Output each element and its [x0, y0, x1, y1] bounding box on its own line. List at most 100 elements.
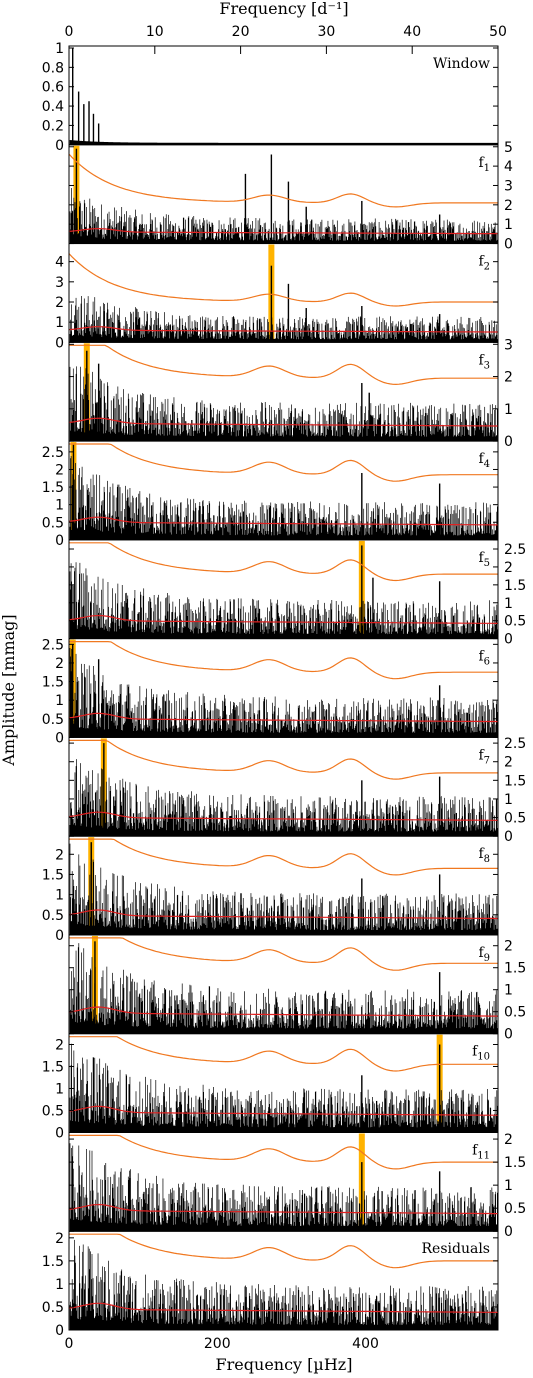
- y-axis-tick-label: 1: [504, 217, 513, 233]
- top-axis-tick-label: 50: [489, 24, 507, 40]
- panel-label: f9: [478, 945, 490, 964]
- panel-window: 0 0.2 0.4 0.6 0.8 1 Window: [42, 41, 499, 154]
- top-axis-tick-label: 20: [232, 24, 250, 40]
- y-axis-tick-label: 1.5: [504, 773, 526, 789]
- panel-label: f5: [478, 550, 490, 569]
- panel-label: f2: [478, 254, 490, 273]
- y-axis-tick-label: 0.5: [504, 614, 526, 630]
- y-axis-tick-label: 0: [55, 335, 64, 351]
- y-axis-tick-label: 0: [504, 1224, 513, 1240]
- noise-level-curve: [68, 326, 498, 333]
- y-axis-tick-label: 0.5: [504, 811, 526, 827]
- y-axis-tick-label: 0.5: [42, 908, 64, 924]
- panel-label: f4: [478, 451, 490, 470]
- y-axis-tick-label: 2: [504, 1132, 513, 1148]
- y-axis-tick-label: 0.5: [42, 515, 64, 531]
- bottom-axis-tick-label: 0: [65, 1336, 74, 1352]
- bottom-axis-tick-label: 400: [352, 1336, 379, 1352]
- y-axis-tick-label: 0: [55, 533, 64, 549]
- significance-threshold-curve: [69, 1036, 498, 1072]
- y-axis-tick-label: 0: [504, 237, 513, 253]
- y-axis-tick-label: 2: [55, 1231, 64, 1247]
- y-axis-tick-label: 2: [55, 847, 64, 863]
- bottom-axis-title: Frequency [µHz]: [216, 1355, 353, 1374]
- y-axis-tick-label: 0.6: [42, 80, 64, 96]
- significance-threshold-curve: [69, 1134, 498, 1170]
- panel-label: f3: [478, 352, 490, 371]
- y-axis-tick-label: 0.8: [42, 60, 64, 76]
- y-axis-tick-label: 2: [55, 462, 64, 478]
- significance-threshold-curve: [69, 937, 498, 971]
- spectrum-series: [69, 647, 499, 738]
- spectrum-series: [69, 759, 499, 837]
- y-axis-tick-label: 0.5: [504, 1005, 526, 1021]
- y-axis-tick-label: 0: [504, 632, 513, 648]
- y-axis-tick-label: 2: [55, 295, 64, 311]
- bottom-axis-tick-label: 200: [204, 1336, 231, 1352]
- significance-threshold-curve: [69, 344, 498, 386]
- y-axis-tick-label: 1: [55, 888, 64, 904]
- y-axis-tick-label: 0: [55, 1323, 64, 1339]
- spectrum-series: [69, 1043, 499, 1133]
- noise-level-curve: [68, 1302, 498, 1313]
- y-axis-tick-label: 0.5: [42, 1103, 64, 1119]
- panel-label: f1: [478, 155, 490, 174]
- spectrum-series: [69, 140, 499, 145]
- y-axis-tick-label: 1: [504, 983, 513, 999]
- y-axis-tick-label: 1: [504, 792, 513, 808]
- spectrum-series: [69, 188, 499, 244]
- y-axis-tick-label: 0.4: [42, 99, 64, 115]
- panel-f6: 0 0.5 1 1.5 2 2.5 f6: [42, 637, 499, 746]
- noise-level-curve: [68, 614, 498, 624]
- y-axis-tick-label: 1.5: [42, 1059, 64, 1075]
- spectrum-series: [69, 295, 499, 343]
- y-axis-tick-label: 0.5: [504, 1201, 526, 1217]
- noise-level-curve: [68, 1006, 498, 1017]
- panel-f7: 0 0.5 1 1.5 2 2.5 f7: [68, 736, 526, 845]
- top-axis-tick-label: 40: [403, 24, 421, 40]
- panel-residuals: 0 0.5 1 1.5 2 Residuals: [42, 1230, 499, 1339]
- y-axis-tick-label: 0: [55, 730, 64, 746]
- y-axis-tick-label: 1: [55, 1081, 64, 1097]
- significance-threshold-curve: [69, 739, 498, 780]
- spectrum-series: [69, 456, 499, 540]
- panel-f9: 0 0.5 1 1.5 2 f9: [68, 934, 526, 1043]
- y-axis-tick-label: 1: [504, 402, 513, 418]
- top-axis-tick-label: 30: [317, 24, 335, 40]
- panel-f8: 0 0.5 1 1.5 2 f8: [42, 835, 499, 944]
- y-axis-tick-label: 1.5: [504, 1155, 526, 1171]
- y-axis-tick-label: 0: [504, 1027, 513, 1043]
- panel-label: Window: [433, 56, 490, 72]
- y-axis-tick-label: 1.5: [504, 961, 526, 977]
- top-axis-tick-label: 0: [65, 24, 74, 40]
- panel-label: f11: [472, 1142, 490, 1161]
- noise-level-curve: [68, 811, 498, 821]
- y-axis-tick-label: 2: [504, 198, 513, 214]
- noise-level-curve: [68, 228, 498, 235]
- y-axis-tick-label: 3: [55, 275, 64, 291]
- y-axis-tick-label: 1: [504, 596, 513, 612]
- panel-label: Residuals: [422, 1241, 490, 1257]
- y-axis-tick-label: 2: [504, 370, 513, 386]
- noise-level-curve: [68, 909, 498, 920]
- significance-threshold-curve: [69, 838, 498, 876]
- panel-label: f8: [478, 846, 490, 865]
- significance-threshold-curve: [68, 253, 498, 307]
- significance-threshold-curve: [68, 153, 498, 208]
- panel-frame: [68, 1230, 499, 1331]
- y-axis-tick-label: 2: [55, 656, 64, 672]
- noise-level-curve: [68, 1105, 499, 1116]
- y-axis-tick-label: 0: [55, 928, 64, 944]
- y-axis-tick-label: 1.5: [42, 480, 64, 496]
- y-axis-tick-label: 2.5: [504, 736, 526, 752]
- y-axis-tick-label: 0.5: [42, 1300, 64, 1316]
- noise-level-curve: [68, 417, 498, 427]
- y-axis-tick-label: 0: [504, 434, 513, 450]
- panel-f11: 0 0.5 1 1.5 2 f11: [68, 1131, 526, 1240]
- significance-threshold-curve: [69, 1233, 498, 1269]
- y-axis-tick-label: 1: [55, 498, 64, 514]
- y-axis-tick-label: 1.5: [504, 578, 526, 594]
- panel-f5: 0 0.5 1 1.5 2 2.5 f5: [68, 539, 526, 648]
- y-axis-tick-label: 0: [55, 138, 64, 154]
